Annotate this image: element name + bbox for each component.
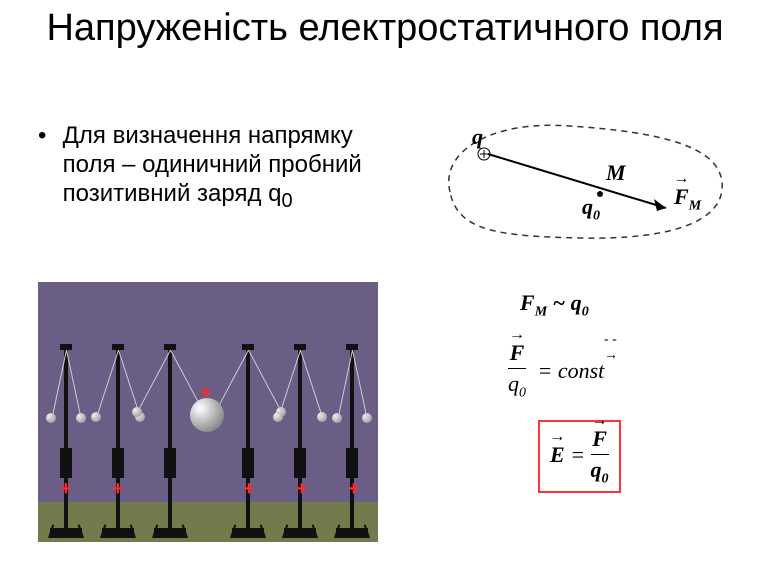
plus-icon: + <box>200 382 212 405</box>
field-diagram: q M q0 FM <box>430 112 730 252</box>
arrow-head <box>654 199 666 211</box>
bullet-marker: • <box>38 122 56 151</box>
stand <box>150 308 190 538</box>
ground <box>38 502 378 542</box>
slide-title: Напруженість електростатичного поля <box>0 8 770 50</box>
formula-fm-q0: FM ~ q0 <box>520 290 589 320</box>
stand <box>228 308 268 538</box>
bullet-item: • Для визначення напрямку поля – одиничн… <box>38 122 378 212</box>
label-FM: FM <box>674 184 701 214</box>
formula-E: E = F q0 <box>538 420 621 493</box>
label-q0: q0 <box>582 194 600 224</box>
force-vector <box>488 154 666 208</box>
plus-icon: + <box>296 478 308 501</box>
plus-icon: + <box>348 478 360 501</box>
label-M: M <box>606 160 626 186</box>
stand <box>98 308 138 538</box>
experiment-illustration: + + + + + + <box>38 282 378 542</box>
stand <box>332 308 372 538</box>
label-q: q <box>472 124 483 150</box>
plus-icon: + <box>243 478 255 501</box>
plus-icon: + <box>112 478 124 501</box>
bullet-text: Для визначення напрямку поля – одиничний… <box>63 122 363 212</box>
plus-icon: + <box>60 478 72 501</box>
stand <box>46 308 86 538</box>
formula-ratio: F q0 = const - - → <box>508 340 604 401</box>
stand <box>280 308 320 538</box>
